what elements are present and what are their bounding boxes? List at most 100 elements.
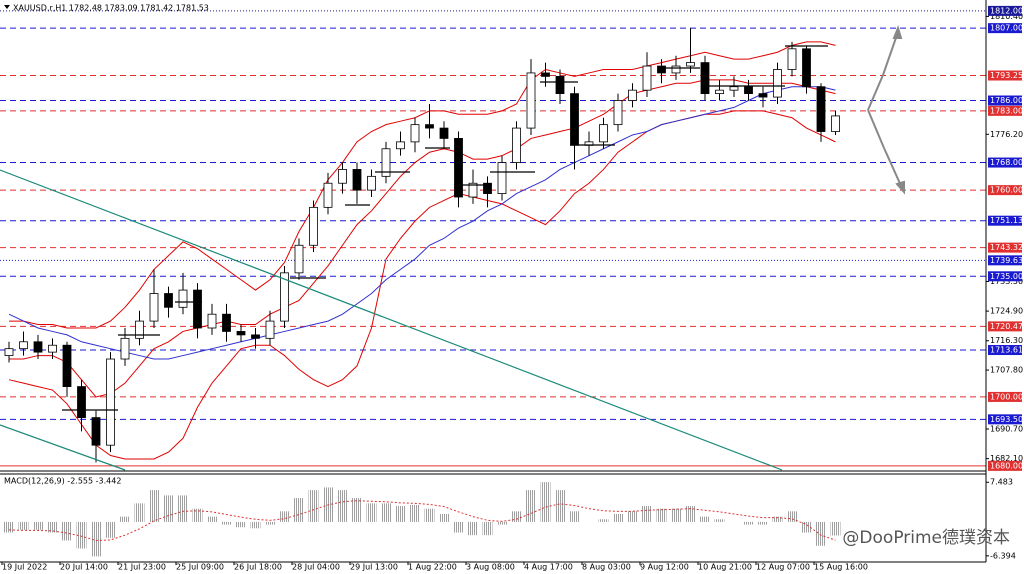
candle-body (715, 89, 724, 95)
level-label: 1807.00 (990, 24, 1023, 33)
y-tick-label: 1707.80 (990, 366, 1023, 375)
macd-bar (801, 521, 812, 533)
level-label: 1743.32 (990, 243, 1023, 252)
candle-body (425, 124, 434, 129)
macd-bar (642, 506, 652, 522)
candle-body (642, 65, 652, 91)
candle-body (816, 86, 826, 132)
candle-body (106, 358, 115, 446)
level-label-box (988, 460, 1022, 471)
macd-bar (236, 521, 246, 528)
macd-bar (178, 495, 188, 522)
candle-body (526, 72, 536, 129)
macd-bar (526, 490, 536, 522)
macd-bar (758, 521, 768, 525)
level-label: 1786.00 (990, 96, 1023, 105)
candle-body (236, 331, 246, 336)
candle-body (222, 313, 231, 332)
candle-body (439, 127, 449, 139)
candle-body (4, 348, 14, 356)
indicator-line (8, 86, 836, 360)
macd-bar (265, 521, 275, 525)
macd-bar (700, 516, 710, 522)
candle-body (19, 341, 28, 350)
macd-bar (207, 516, 217, 522)
macd-bar (279, 511, 290, 522)
x-tick-label: 15 Aug 16:00 (814, 563, 868, 572)
arrow (882, 31, 899, 76)
level-label-box (988, 105, 1022, 116)
indicator-line (9, 41, 836, 329)
candle-body (541, 72, 550, 77)
candle-body (265, 320, 275, 339)
candle-body (77, 386, 86, 419)
macd-bar (743, 521, 754, 525)
x-tick-label: 10 Aug 21:00 (698, 563, 752, 572)
macd-bar (671, 508, 681, 522)
x-tick-label: 20 Jul 14:00 (60, 563, 108, 572)
level-label: 1720.47 (990, 322, 1023, 331)
candle-body (599, 124, 608, 143)
trendline (0, 424, 126, 471)
level-label-box (988, 157, 1022, 168)
macd-bar (134, 503, 145, 522)
macd-bar (4, 521, 14, 533)
candle-body (555, 75, 565, 95)
candle-body (468, 182, 478, 198)
x-tick-label: 4 Aug 17:00 (524, 563, 573, 572)
level-label-box (988, 215, 1022, 226)
candle-body (686, 62, 695, 67)
candle-body (758, 93, 768, 98)
candle-body (657, 65, 666, 74)
macd-bar (395, 506, 406, 522)
x-tick-label: 9 Aug 12:00 (640, 563, 689, 572)
level-label: 1713.61 (990, 346, 1023, 355)
level-label: 1735.00 (990, 272, 1023, 281)
candle-body (352, 169, 362, 191)
level-label: 1760.00 (990, 186, 1023, 195)
candle-body (178, 289, 188, 308)
x-tick-label: 19 Jul 2022 (2, 563, 47, 572)
candle-body (729, 86, 739, 91)
candle-body (207, 313, 217, 329)
candle-body (483, 182, 492, 194)
candle-body (338, 169, 347, 184)
watermark: @DooPrime德璞资本 (842, 528, 1010, 548)
candle-body (323, 182, 333, 208)
macd-bar (221, 521, 232, 525)
candle-body (671, 65, 681, 74)
macd-bar (830, 521, 841, 536)
macd-bar (714, 519, 725, 522)
x-tick-label: 21 Jul 23:00 (118, 563, 166, 572)
candle-body (251, 334, 260, 339)
level-label: 1793.25 (990, 71, 1023, 80)
macd-bar (555, 490, 565, 522)
macd-bar (308, 490, 319, 522)
candle-body (62, 344, 72, 387)
macd-bar (163, 495, 174, 522)
macd-bar (105, 521, 116, 538)
macd-bar (424, 508, 435, 522)
macd-bar (497, 521, 507, 525)
price-axis-bg (986, 0, 1024, 574)
menu-icon (4, 5, 10, 9)
macd-bar (511, 511, 522, 522)
level-label-box (988, 255, 1022, 266)
level-label-box (988, 70, 1022, 81)
level-label-box (988, 271, 1022, 282)
macd-bar (18, 521, 29, 530)
macd-bar (482, 521, 493, 536)
candle-body (164, 293, 173, 308)
candle-body (700, 62, 710, 95)
macd-bar (453, 521, 464, 533)
y-tick-label: 1682.10 (990, 454, 1023, 463)
candle-body (33, 341, 43, 353)
candle-body (294, 244, 304, 274)
macd-bar (47, 521, 58, 533)
x-tick-label: 26 Jul 18:00 (234, 563, 282, 572)
level-label: 1783.00 (990, 106, 1023, 115)
macd-bar (33, 521, 43, 530)
macd-bar (337, 490, 348, 522)
x-tick-label: 12 Aug 07:00 (756, 563, 810, 572)
